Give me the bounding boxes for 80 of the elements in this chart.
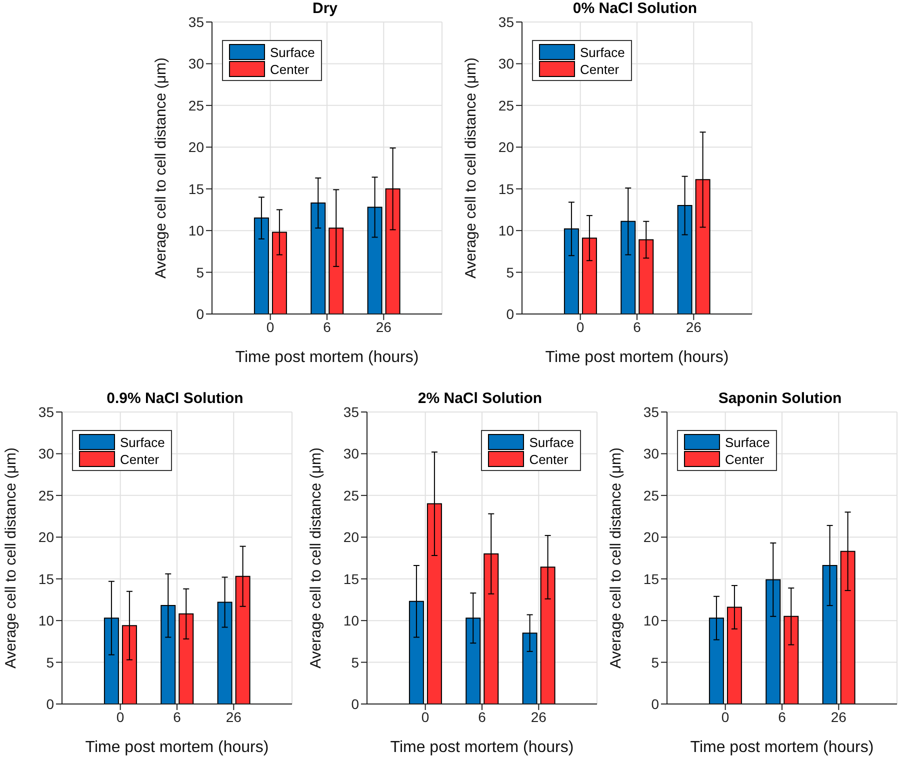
y-tick-label: 0	[351, 696, 360, 712]
y-tick-label: 25	[188, 97, 204, 114]
y-axis-title: Average cell to cell distance (μm)	[307, 448, 324, 668]
x-tick-label: 6	[173, 708, 182, 725]
legend-label: Center	[580, 62, 620, 76]
legend-label: Center	[725, 452, 764, 466]
legend-label: Surface	[270, 44, 315, 60]
x-tick-label: 26	[830, 708, 847, 725]
y-axis-title: Average cell to cell distance (μm)	[462, 58, 480, 278]
y-axis-title: Average cell to cell distance (μm)	[607, 448, 624, 668]
y-tick-label: 25	[38, 487, 54, 504]
x-tick-label: 6	[323, 318, 332, 335]
y-tick-label: 35	[643, 404, 660, 420]
y-tick-label: 20	[498, 139, 514, 156]
y-tick-label: 35	[498, 14, 514, 30]
x-tick-label: 26	[376, 318, 392, 335]
x-tick-label: 6	[478, 708, 486, 725]
y-tick-label: 25	[343, 487, 360, 504]
x-tick-label: 6	[778, 708, 786, 725]
x-axis-title: Time post mortem (hours)	[690, 739, 874, 756]
y-tick-label: 10	[188, 222, 204, 239]
x-tick-label: 0	[576, 318, 584, 335]
y-tick-label: 20	[188, 139, 204, 156]
y-tick-label: 15	[38, 570, 54, 587]
legend-label: Surface	[529, 434, 574, 450]
y-tick-label: 30	[38, 446, 54, 462]
y-tick-label: 10	[343, 612, 360, 629]
y-tick-label: 20	[643, 529, 660, 546]
y-axis-title: Average cell to cell distance (μm)	[152, 58, 170, 278]
y-tick-label: 35	[38, 404, 54, 420]
legend-label: Surface	[580, 44, 625, 60]
y-tick-label: 30	[343, 446, 360, 462]
legend-label: Center	[270, 62, 310, 76]
y-tick-label: 20	[343, 529, 360, 546]
x-tick-label: 6	[633, 318, 642, 335]
legend-label: Center	[529, 452, 568, 466]
chart-title: Dry	[312, 0, 338, 17]
y-tick-label: 25	[498, 97, 514, 114]
chart-title: Saponin Solution	[718, 390, 842, 407]
x-axis-title: Time post mortem (hours)	[545, 349, 729, 366]
y-tick-label: 20	[38, 529, 54, 546]
y-tick-label: 25	[643, 487, 660, 504]
x-tick-label: 26	[686, 318, 702, 335]
y-tick-label: 30	[498, 56, 514, 72]
y-tick-label: 15	[498, 180, 514, 197]
y-tick-label: 5	[506, 264, 514, 280]
y-tick-label: 0	[46, 696, 54, 712]
y-tick-label: 35	[188, 14, 204, 30]
y-tick-label: 10	[498, 222, 514, 239]
y-tick-label: 5	[46, 654, 54, 670]
y-tick-label: 0	[506, 306, 514, 322]
x-axis-title: Time post mortem (hours)	[85, 739, 269, 756]
y-tick-label: 5	[651, 654, 660, 670]
y-tick-label: 30	[643, 446, 660, 462]
x-tick-label: 0	[421, 708, 430, 725]
legend-label: Surface	[120, 434, 165, 450]
y-tick-label: 10	[643, 612, 660, 629]
chart-title: 0% NaCl Solution	[572, 0, 698, 17]
y-axis-title: Average cell to cell distance (μm)	[2, 448, 20, 668]
x-tick-label: 0	[266, 318, 274, 335]
chart-title: 2% NaCl Solution	[418, 390, 542, 407]
y-tick-label: 15	[343, 570, 360, 587]
legend-label: Surface	[725, 434, 770, 450]
x-tick-label: 0	[721, 708, 730, 725]
y-tick-label: 35	[343, 404, 360, 420]
x-axis-title: Time post mortem (hours)	[390, 739, 574, 756]
legend-label: Center	[120, 452, 160, 466]
y-tick-label: 0	[196, 306, 204, 322]
y-tick-label: 15	[643, 570, 660, 587]
y-tick-label: 5	[351, 654, 360, 670]
y-tick-label: 30	[188, 56, 204, 72]
y-tick-label: 5	[196, 264, 204, 280]
x-tick-label: 26	[530, 708, 547, 725]
x-tick-label: 26	[226, 708, 242, 725]
chart-title: 0.9% NaCl Solution	[106, 390, 244, 407]
y-tick-label: 10	[38, 612, 54, 629]
x-tick-label: 0	[116, 708, 124, 725]
x-axis-title: Time post mortem (hours)	[235, 349, 419, 366]
y-tick-label: 15	[188, 180, 204, 197]
y-tick-label: 0	[651, 696, 660, 712]
